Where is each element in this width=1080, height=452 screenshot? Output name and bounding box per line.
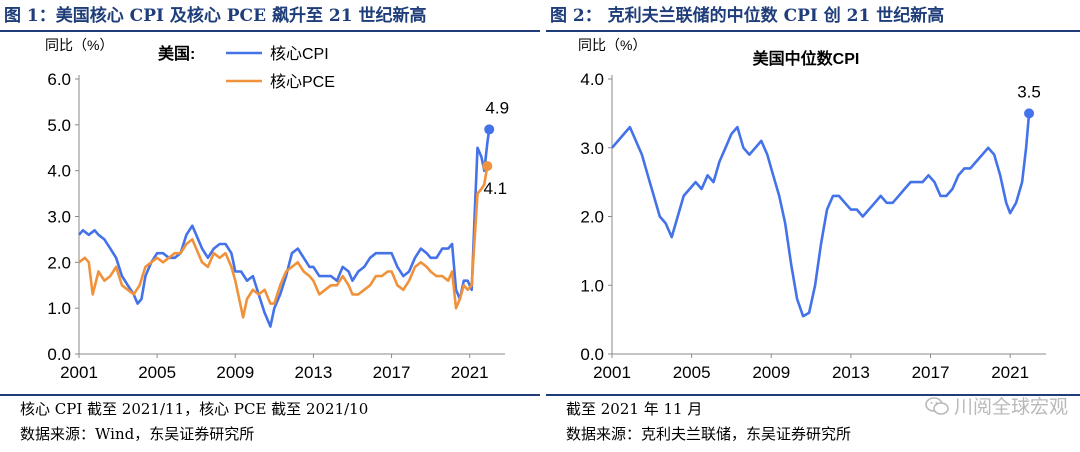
right-title-rule: [546, 30, 1080, 32]
x-tick-label: 2021: [451, 363, 489, 382]
series-line-2: [78, 165, 489, 319]
series-line-1: [611, 113, 1031, 318]
y-tick-label: 6.0: [47, 70, 71, 89]
y-tick-label: 3.0: [580, 139, 604, 158]
x-tick-label: 2005: [673, 363, 711, 382]
y-tick-label: 4.0: [580, 70, 604, 89]
chart-title: 美国中位数CPI: [753, 49, 860, 68]
y-axis-label: 同比（%）: [45, 37, 113, 53]
x-tick-label: 2001: [593, 363, 631, 382]
x-tick-label: 2021: [991, 363, 1029, 382]
y-tick-label: 3.0: [47, 208, 71, 227]
data-point-marker: [482, 161, 493, 172]
x-tick-label: 2017: [912, 363, 950, 382]
wechat-icon: [925, 396, 949, 415]
left-chart-note: 核心 CPI 截至 2021/11，核心 PCE 截至 2021/10: [20, 400, 369, 418]
right-chart-title: 图 2： 克利夫兰联储的中位数 CPI 创 21 世纪新高: [550, 6, 945, 26]
x-tick-label: 2017: [373, 363, 411, 382]
left-chart-panel: 图 1：美国核心 CPI 及核心 PCE 飙升至 21 世纪新高 0.0 1.0 2…: [0, 6, 540, 443]
watermark: 川阅全球宏观: [925, 392, 1068, 419]
left-chart-title: 图 1：美国核心 CPI 及核心 PCE 飙升至 21 世纪新高: [4, 6, 427, 26]
legend-title: 美国:: [158, 44, 195, 63]
x-tick-label: 2005: [138, 363, 176, 382]
right-chart-panel: 图 2： 克利夫兰联储的中位数 CPI 创 21 世纪新高 0.0 1.0 2.0 3…: [546, 0, 1080, 452]
x-tick-label: 2009: [216, 363, 254, 382]
y-tick-label: 5.0: [47, 116, 71, 135]
x-tick-label: 2013: [295, 363, 333, 382]
y-tick-label: 0.0: [47, 345, 71, 364]
right-footer-rule: [546, 394, 1080, 396]
right-chart-source: 数据来源：克利夫兰联储，东吴证券研究所: [566, 425, 852, 443]
right-line-chart: 0.0 1.0 2.0 3.0 4.0 2001 2005 2009 2013 2017 2021 同…: [578, 37, 1046, 382]
y-tick-label: 2.0: [580, 208, 604, 227]
right-chart-note: 截至 2021 年 11 月: [566, 400, 703, 418]
y-tick-label: 4.0: [47, 162, 71, 181]
left-footer-rule: [0, 394, 540, 396]
legend-label-2: 核心PCE: [270, 73, 335, 91]
data-label: 4.1: [483, 179, 507, 198]
series-line-1: [78, 129, 491, 328]
data-point-marker: [1024, 108, 1035, 119]
left-title-rule: [0, 30, 540, 32]
x-tick-label: 2013: [832, 363, 870, 382]
data-label: 3.5: [1017, 82, 1041, 101]
x-tick-label: 2009: [752, 363, 790, 382]
y-tick-label: 1.0: [580, 276, 604, 295]
left-chart-source: 数据来源：Wind，东吴证券研究所: [20, 425, 255, 443]
x-tick-label: 2001: [60, 363, 98, 382]
y-tick-label: 0.0: [580, 345, 604, 364]
data-label: 4.9: [485, 98, 509, 117]
y-tick-label: 1.0: [47, 299, 71, 318]
data-point-marker: [484, 124, 495, 135]
y-axis-label: 同比（%）: [578, 37, 646, 53]
legend-label-1: 核心CPI: [270, 45, 329, 63]
left-line-chart: 0.0 1.0 2.0 3.0 4.0 5.0 6.0 2001 2005 2009 2013 201…: [45, 37, 509, 382]
watermark-text: 川阅全球宏观: [953, 396, 1068, 418]
y-tick-label: 2.0: [47, 253, 71, 272]
